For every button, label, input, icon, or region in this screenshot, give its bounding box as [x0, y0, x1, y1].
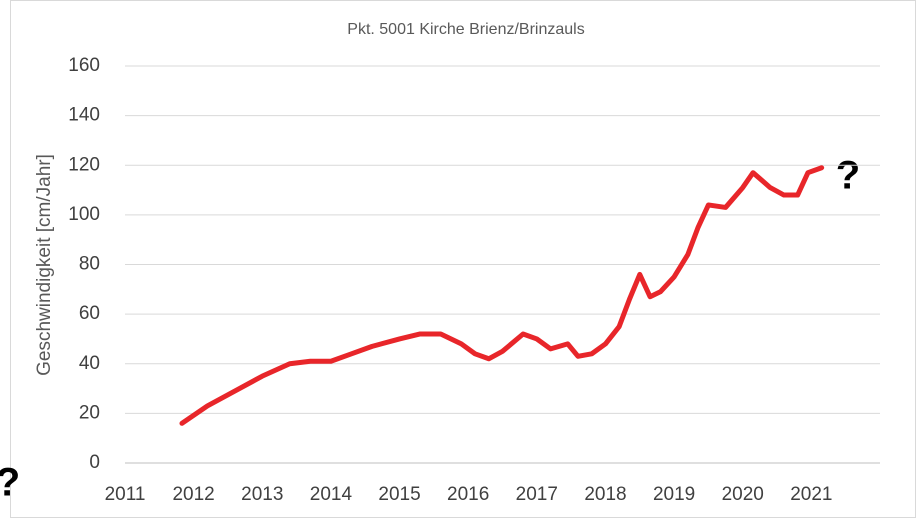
x-tick-label: 2019	[653, 484, 695, 505]
y-tick-label: 0	[89, 452, 100, 473]
y-axis-label: Geschwindigkeit [cm/Jahr]	[34, 154, 55, 376]
x-tick-label: 2017	[516, 484, 558, 505]
y-tick-label: 20	[79, 402, 100, 423]
chart-frame	[10, 0, 916, 518]
y-tick-label: 140	[68, 105, 100, 126]
x-tick-label: 2016	[447, 484, 489, 505]
y-tick-label: 80	[79, 254, 100, 275]
x-tick-label: 2014	[310, 484, 353, 505]
chart-title: Pkt. 5001 Kirche Brienz/Brinzauls	[347, 21, 584, 38]
x-tick-label: 2018	[584, 484, 626, 505]
line	[179, 165, 825, 426]
x-tick-label: 2020	[722, 484, 764, 505]
annotation: ?	[0, 461, 20, 505]
x-tick-label: 2021	[790, 484, 832, 505]
x-tick-label: 2015	[378, 484, 420, 505]
annotation: ?	[836, 154, 860, 198]
y-tick-label: 160	[68, 55, 100, 76]
x-tick-label: 2013	[241, 484, 283, 505]
y-tick-label: 40	[79, 353, 100, 374]
y-tick-label: 120	[68, 154, 100, 175]
y-tick-label: 100	[68, 204, 100, 225]
x-tick-label: 2012	[172, 484, 214, 505]
x-tick-label: 2011	[105, 484, 146, 505]
y-tick-label: 60	[79, 303, 100, 324]
